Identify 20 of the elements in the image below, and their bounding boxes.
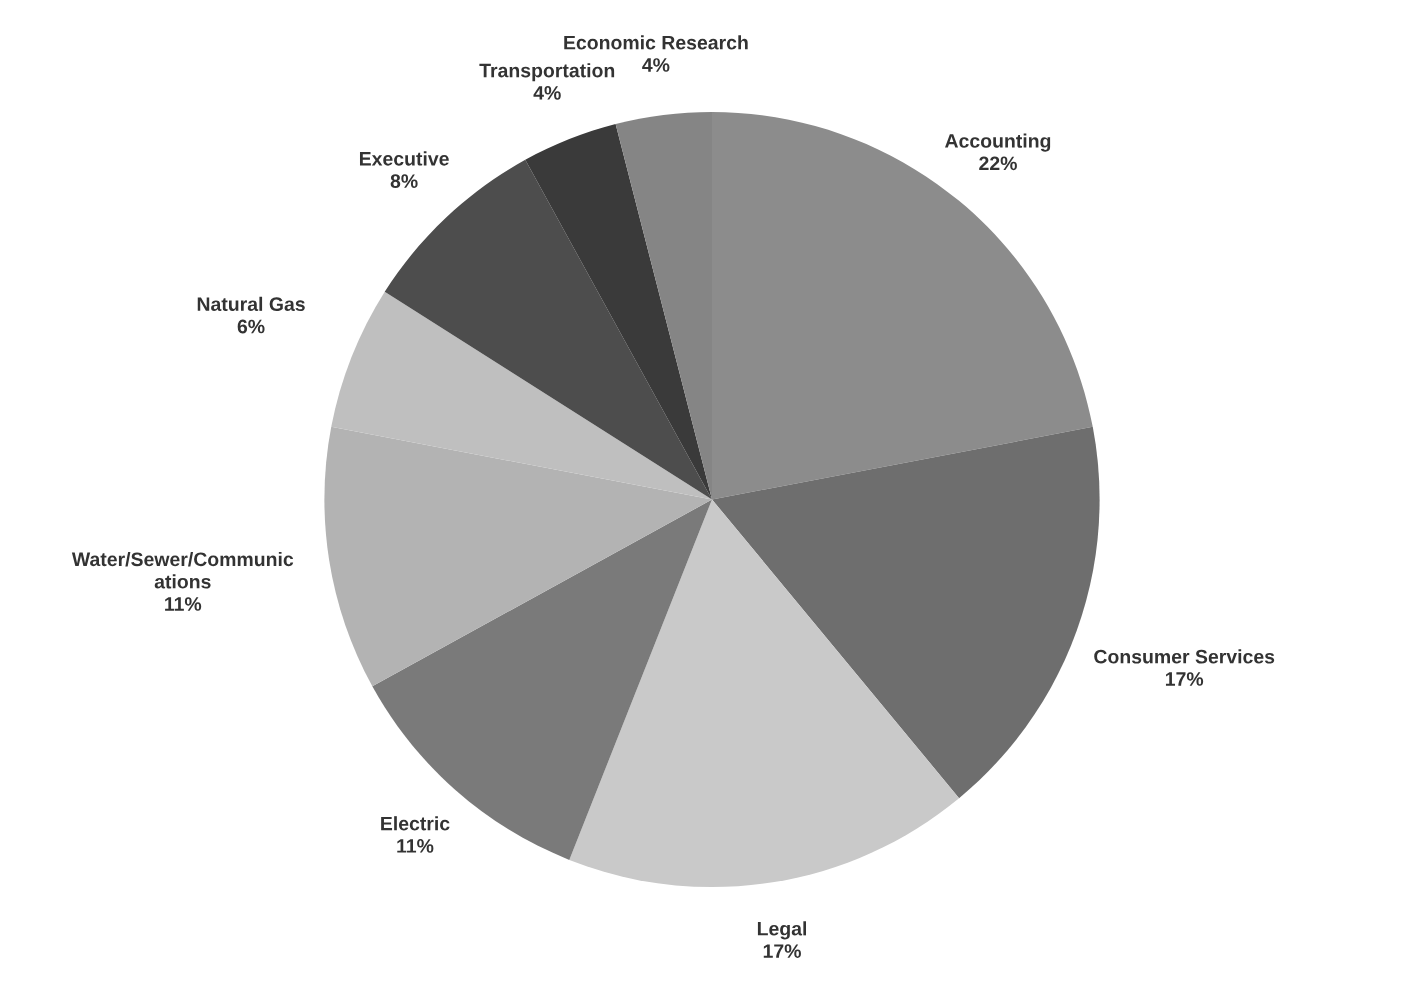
data-label: 11% <box>165 597 202 611</box>
slice-label: Accounting <box>945 133 1051 152</box>
data-label: 4% <box>533 86 561 100</box>
data-label: 17% <box>1165 672 1204 686</box>
slice-label: Consumer Services <box>1094 649 1275 664</box>
slice-label: Natural Gas <box>197 296 305 312</box>
data-label: 22% <box>979 156 1017 171</box>
slice-label: Executive <box>359 151 449 166</box>
data-label: 4% <box>642 58 670 72</box>
data-label: 17% <box>763 944 801 958</box>
data-label: 6% <box>237 319 265 334</box>
pie-slice <box>525 124 712 500</box>
slice-label: Water/Sewer/Communic ations <box>71 551 294 589</box>
data-label: 11% <box>397 839 434 853</box>
pie-slice <box>569 499 960 888</box>
slice-label: Electric <box>381 816 450 831</box>
slice-label: Transportation <box>479 63 615 82</box>
data-label: 8% <box>390 174 418 188</box>
slice-label: Legal <box>757 921 807 940</box>
slice-label: Economic Research <box>564 35 748 50</box>
